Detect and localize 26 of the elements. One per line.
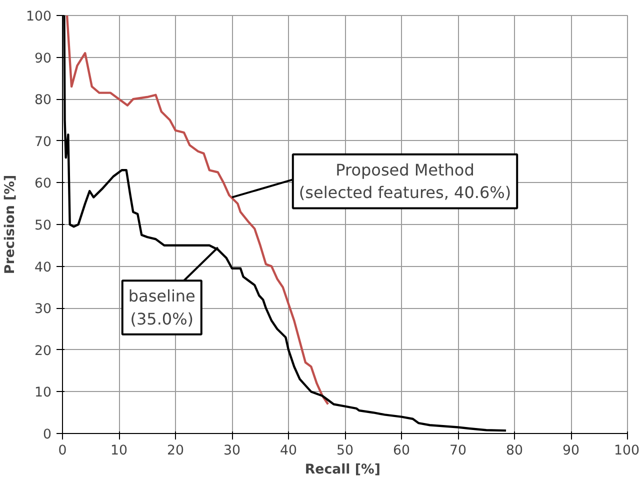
annotation: Proposed Method (selected features, 40.6%) (298, 160, 512, 202)
x-tick-label: 80 (506, 444, 523, 458)
y-tick-label: 20 (34, 344, 52, 359)
x-tick-label: 0 (58, 444, 67, 458)
y-tick-label: 10 (34, 386, 52, 401)
x-axis-title: Recall [%] (304, 462, 380, 478)
x-tick-label: 70 (450, 444, 466, 458)
x-tick-label: 20 (167, 444, 184, 458)
x-tick-label: 30 (224, 444, 240, 458)
y-tick-label: 80 (34, 93, 52, 108)
y-tick-label: 40 (34, 260, 52, 276)
x-tick-label: 90 (562, 444, 580, 458)
y-tick-label: 0 (43, 428, 52, 442)
x-tick-label: 60 (393, 444, 410, 458)
x-tick-label: 50 (336, 444, 354, 458)
x-tick-label: 40 (280, 444, 297, 458)
y-tick-label: 90 (34, 51, 52, 66)
x-tick-label: 10 (110, 444, 128, 458)
y-tick-label: 50 (34, 218, 52, 234)
annotation: baseline (35.0%) (128, 286, 196, 328)
y-tick-label: 60 (34, 176, 52, 192)
y-tick-label: 70 (34, 134, 52, 150)
y-tick-label: 30 (34, 302, 52, 318)
y-tick-label: 100 (26, 10, 52, 24)
x-tick-label: 100 (614, 444, 639, 458)
y-axis-title: Precision [%] (3, 174, 18, 274)
